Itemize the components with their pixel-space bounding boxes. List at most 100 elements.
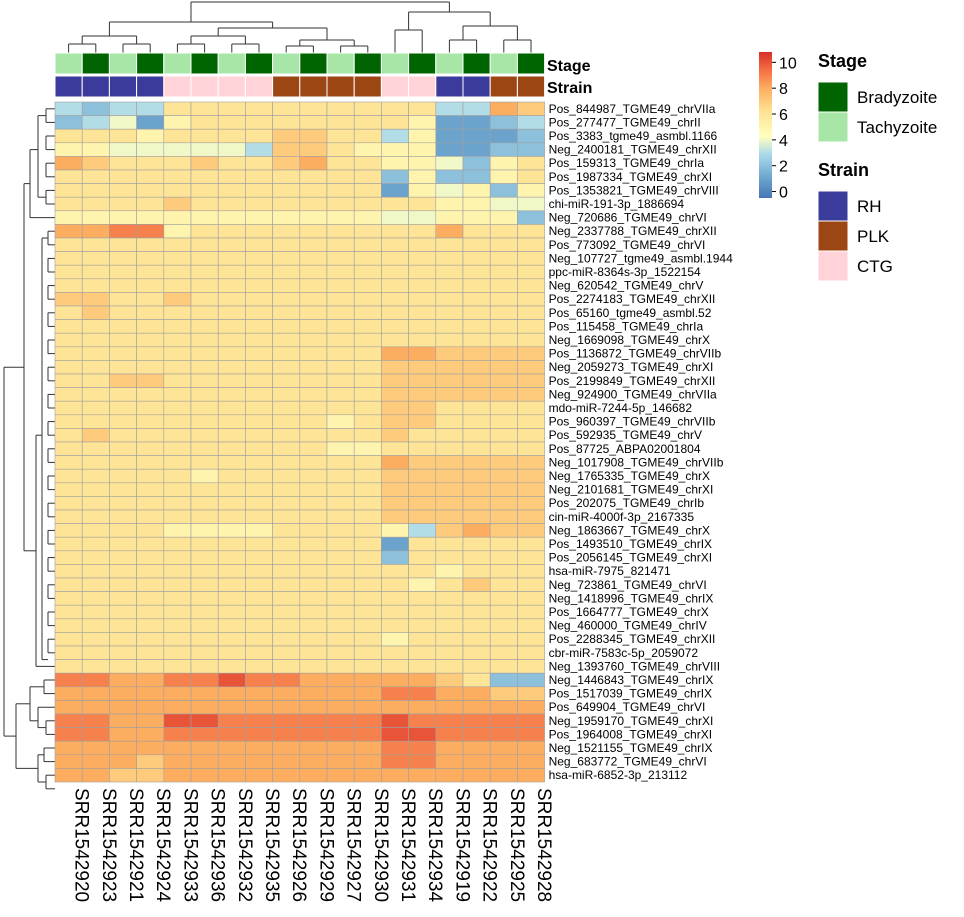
heatmap-cell	[408, 482, 437, 497]
heatmap-cell	[462, 468, 491, 484]
heatmap-cell	[353, 373, 382, 388]
heatmap-cell	[54, 319, 83, 334]
heatmap-cells	[54, 101, 545, 783]
heatmap-cell	[462, 183, 491, 198]
heatmap-cell	[326, 482, 355, 497]
heatmap-cell	[326, 523, 355, 538]
heatmap-cell	[435, 428, 464, 443]
heatmap-cell	[408, 414, 437, 429]
heatmap-cell	[353, 169, 382, 184]
heatmap-cell	[435, 360, 464, 375]
heatmap-cell	[81, 727, 110, 742]
heatmap-cell	[299, 128, 328, 144]
heatmap-cell	[81, 387, 110, 402]
heatmap-cell	[245, 713, 273, 728]
heatmap-cell	[353, 604, 382, 620]
heatmap-cell	[163, 332, 192, 348]
row-label: Neg_1765335_TGME49_chrX	[549, 469, 710, 483]
heatmap-cell	[462, 441, 491, 456]
heatmap-cell	[109, 686, 137, 701]
heatmap-cell	[381, 591, 409, 606]
heatmap-cell	[109, 645, 137, 660]
heatmap-cell	[163, 128, 192, 144]
row-label: hsa-miR-7975_821471	[549, 564, 671, 578]
heatmap-cell	[353, 632, 382, 647]
heatmap-cell	[489, 604, 518, 620]
heatmap-cell	[217, 536, 246, 552]
heatmap-cell	[326, 700, 355, 715]
heatmap-cell	[81, 455, 110, 470]
heatmap-cell	[381, 700, 409, 715]
heatmap-cell	[163, 210, 192, 225]
heatmap-cell	[136, 604, 165, 620]
heatmap-cell	[272, 659, 301, 674]
heatmap-cell	[190, 373, 219, 388]
heatmap-cell	[163, 550, 192, 565]
heatmap-cell	[435, 373, 464, 388]
strain-cell-SRR1542934	[408, 75, 437, 98]
heatmap-cell	[381, 332, 409, 348]
heatmap-cell	[109, 591, 137, 606]
heatmap-cell	[163, 400, 192, 416]
column-label: SRR1542928	[533, 788, 554, 902]
heatmap-cell	[217, 101, 246, 116]
heatmap-cell	[217, 251, 246, 266]
heatmap-cell	[136, 387, 165, 402]
heatmap-cell	[136, 455, 165, 470]
heatmap-cell	[245, 754, 273, 769]
heatmap-cell	[326, 632, 355, 647]
heatmap-cell	[353, 441, 382, 456]
heatmap-cell	[408, 346, 437, 361]
heatmap-cell	[326, 727, 355, 742]
heatmap-cell	[435, 468, 464, 484]
stage-cell-SRR1542928	[516, 52, 546, 75]
heatmap-cell	[489, 428, 518, 443]
row-label: Pos_1964008_TGME49_chrXI	[549, 727, 712, 741]
heatmap-cell	[299, 264, 328, 280]
heatmap-cell	[353, 482, 382, 497]
heatmap-cell	[81, 577, 110, 592]
heatmap-cell	[326, 740, 355, 756]
heatmap-cell	[217, 686, 246, 701]
heatmap-cell	[326, 292, 355, 307]
heatmap-cell	[326, 441, 355, 456]
heatmap-cell	[109, 482, 137, 497]
heatmap-cell	[217, 196, 246, 212]
heatmap-cell	[517, 251, 545, 266]
heatmap-cell	[381, 292, 409, 307]
heatmap-cell	[381, 727, 409, 742]
heatmap-cell	[136, 727, 165, 742]
heatmap-cell	[272, 564, 301, 579]
stage-cell-SRR1542931	[380, 52, 410, 75]
heatmap-cell	[353, 550, 382, 565]
heatmap-cell	[245, 441, 273, 456]
stage-cell-SRR1542934	[408, 52, 437, 75]
heatmap-cell	[163, 196, 192, 212]
heatmap-cell	[81, 768, 110, 783]
stage-cell-SRR1542932	[217, 52, 246, 75]
heatmap-cell	[109, 618, 137, 633]
heatmap-cell	[109, 210, 137, 225]
heatmap-cell	[299, 210, 328, 225]
heatmap-cell	[435, 210, 464, 225]
heatmap-cell	[54, 305, 83, 320]
heatmap-cell	[190, 128, 219, 144]
row-label: Pos_1493510_TGME49_chrIX	[549, 537, 712, 551]
heatmap-cell	[353, 142, 382, 157]
heatmap-cell	[217, 210, 246, 225]
strain-cell-SRR1542936	[190, 75, 219, 98]
heatmap-cell	[190, 264, 219, 280]
heatmap-cell	[163, 455, 192, 470]
heatmap-cell	[136, 740, 165, 756]
column-label: SRR1542923	[98, 788, 119, 902]
heatmap-cell	[163, 536, 192, 552]
heatmap-cell	[272, 713, 301, 728]
heatmap-cell	[245, 224, 273, 239]
heatmap-cell	[381, 387, 409, 402]
heatmap-cell	[462, 196, 491, 212]
heatmap-cell	[54, 754, 83, 769]
heatmap-cell	[54, 672, 83, 688]
heatmap-cell	[489, 645, 518, 660]
heatmap-cell	[517, 101, 545, 116]
heatmap-cell	[163, 441, 192, 456]
